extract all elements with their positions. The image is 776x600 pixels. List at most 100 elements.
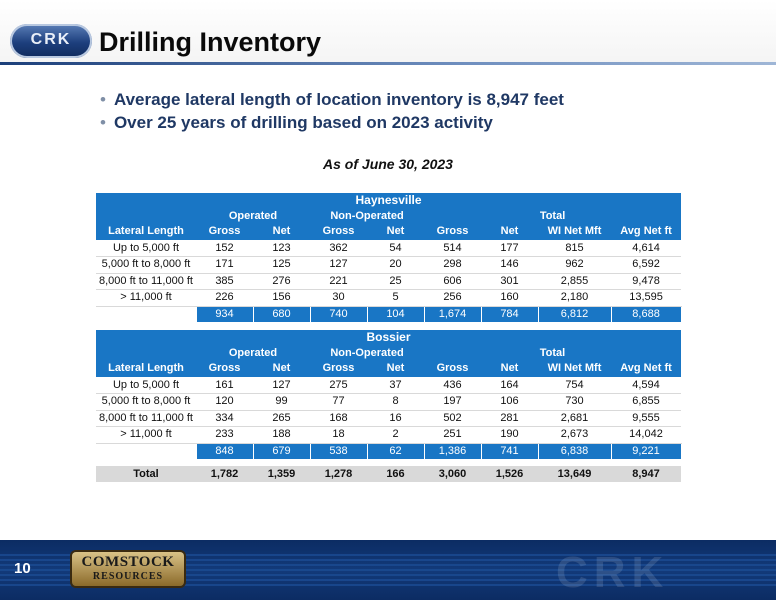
table-cell: 233 (196, 426, 253, 444)
row-label: 5,000 ft to 8,000 ft (96, 393, 196, 411)
column-header: Net (367, 224, 424, 241)
table-cell: 815 (538, 240, 611, 257)
table-cell: 754 (538, 377, 611, 394)
table-row: 5,000 ft to 8,000 ft 120 99 77 8 197 106 730 6,8… (96, 393, 682, 411)
subtotal-cell: 8,688 (610, 305, 682, 323)
column-header: Lateral Length (96, 361, 196, 378)
table-cell: 156 (253, 289, 310, 307)
column-header: Gross (310, 224, 367, 241)
crk-watermark: CRK (556, 548, 670, 597)
table-cell: 730 (538, 393, 611, 411)
table-cell: 256 (424, 289, 481, 307)
total-label: Total (96, 466, 196, 482)
table-cell: 2,673 (538, 426, 611, 444)
subtotal-cell: 741 (480, 442, 539, 460)
table-cell: 6,855 (611, 393, 682, 411)
column-header: Gross (424, 224, 481, 241)
table-cell: 5 (367, 289, 424, 307)
table-row: 8,000 ft to 11,000 ft 385 276 221 25 606 301 2,… (96, 273, 682, 290)
grand-total-row: Total 1,782 1,359 1,278 166 3,060 1,526 13,649 8… (96, 466, 681, 482)
table-cell: 514 (424, 240, 481, 257)
column-header: Gross (424, 361, 481, 378)
table-row: 5,000 ft to 8,000 ft 171 125 127 20 298 146 962… (96, 256, 682, 274)
table-cell: 177 (481, 240, 538, 257)
table-cell: 4,594 (611, 377, 682, 394)
header-divider (0, 62, 776, 65)
row-label: > 11,000 ft (96, 426, 196, 444)
total-cell: 8,947 (611, 466, 681, 482)
column-header: Net (481, 224, 538, 241)
table-cell: 190 (481, 426, 538, 444)
group-total: Total (424, 345, 682, 361)
table-cell: 161 (196, 377, 253, 394)
subtotal-cell: 740 (309, 305, 368, 323)
header-bar (0, 0, 776, 64)
comstock-logo-line2: RESOURCES (92, 571, 164, 582)
table-cell: 362 (310, 240, 367, 257)
bullet-item: Average lateral length of location inven… (100, 88, 564, 111)
table-cell: 962 (538, 256, 611, 274)
column-header: Net (253, 361, 310, 378)
subtotal-row: 934 680 740 104 1,674 784 6,812 8,688 (96, 305, 682, 323)
crk-logo: CRK (10, 24, 92, 58)
grand-total-table: Total 1,782 1,359 1,278 166 3,060 1,526 13,649 8… (96, 466, 681, 482)
table-cell: 25 (367, 273, 424, 290)
total-cell: 13,649 (538, 466, 611, 482)
subtotal-cell: 6,838 (537, 442, 612, 460)
column-header: Gross (196, 361, 253, 378)
footer-bar: 10 COMSTOCK RESOURCES CRK (0, 540, 776, 600)
bullet-list: Average lateral length of location inven… (100, 88, 564, 134)
group-non-operated: Non-Operated (310, 345, 424, 361)
row-label: 5,000 ft to 8,000 ft (96, 256, 196, 274)
table-cell: 18 (310, 426, 367, 444)
page-title: Drilling Inventory (99, 27, 322, 57)
total-cell: 1,526 (481, 466, 538, 482)
table-cell: 385 (196, 273, 253, 290)
section-title: Haynesville (96, 193, 682, 209)
subtotal-label-blank (96, 306, 196, 323)
bullet-item: Over 25 years of drilling based on 2023 … (100, 111, 564, 134)
table-row: 8,000 ft to 11,000 ft 334 265 168 16 502 281 2,… (96, 410, 682, 427)
column-header: WI Net Mft (538, 361, 611, 378)
subtotal-cell: 62 (366, 442, 425, 460)
crk-logo-text: CRK (30, 31, 72, 48)
comstock-logo: COMSTOCK RESOURCES (72, 552, 184, 586)
subtotal-cell: 1,386 (423, 442, 482, 460)
table-cell: 226 (196, 289, 253, 307)
table-cell: 14,042 (611, 426, 682, 444)
column-header: Net (481, 361, 538, 378)
row-label: Up to 5,000 ft (96, 377, 196, 394)
table-cell: 164 (481, 377, 538, 394)
row-label: > 11,000 ft (96, 289, 196, 307)
table-cell: 221 (310, 273, 367, 290)
row-label: 8,000 ft to 11,000 ft (96, 273, 196, 290)
table-cell: 2 (367, 426, 424, 444)
total-cell: 1,782 (196, 466, 253, 482)
table-cell: 171 (196, 256, 253, 274)
table-cell: 276 (253, 273, 310, 290)
column-header: WI Net Mft (538, 224, 611, 241)
table-cell: 127 (310, 256, 367, 274)
subtotal-cell: 784 (480, 305, 539, 323)
table-row: > 11,000 ft 233 188 18 2 251 190 2,673 14,042 (96, 426, 682, 444)
table-cell: 54 (367, 240, 424, 257)
table-cell: 160 (481, 289, 538, 307)
column-header: Lateral Length (96, 224, 196, 241)
bossier-table: Bossier Operated Non-Operated Total Late… (96, 330, 682, 460)
table-cell: 13,595 (611, 289, 682, 307)
as-of-date: As of June 30, 2023 (323, 156, 453, 172)
table-cell: 120 (196, 393, 253, 411)
table-row: > 11,000 ft 226 156 30 5 256 160 2,180 13,595 (96, 289, 682, 307)
table-cell: 2,681 (538, 410, 611, 427)
table-cell: 99 (253, 393, 310, 411)
table-cell: 251 (424, 426, 481, 444)
table-cell: 20 (367, 256, 424, 274)
subtotal-row: 848 679 538 62 1,386 741 6,838 9,221 (96, 442, 682, 460)
table-cell: 606 (424, 273, 481, 290)
table-cell: 127 (253, 377, 310, 394)
page-number: 10 (14, 560, 31, 577)
group-operated: Operated (196, 345, 310, 361)
subtotal-cell: 680 (252, 305, 311, 323)
column-header: Net (253, 224, 310, 241)
table-cell: 298 (424, 256, 481, 274)
